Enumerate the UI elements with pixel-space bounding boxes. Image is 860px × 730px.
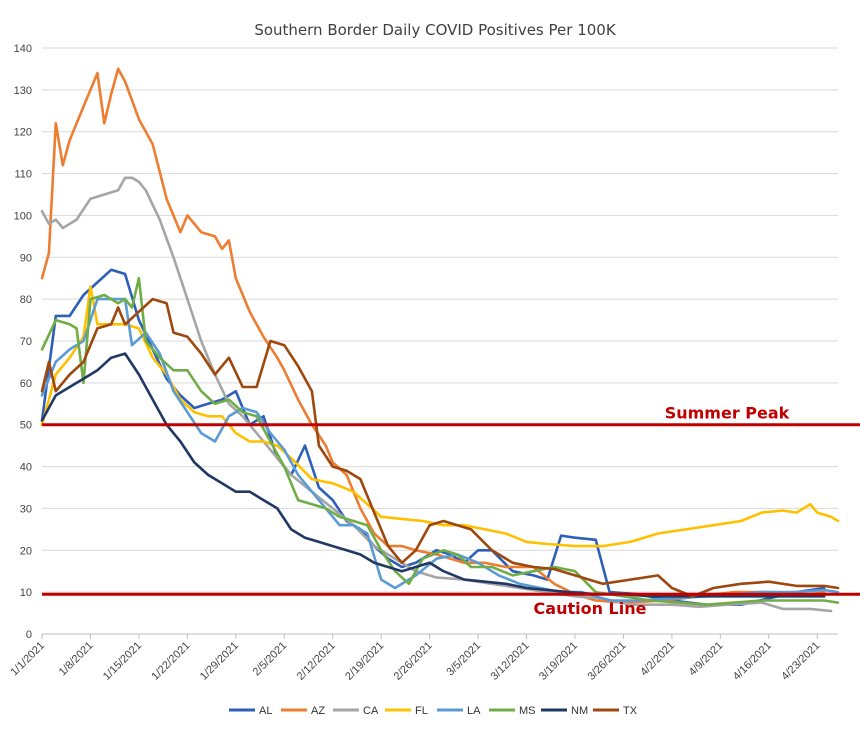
x-tick-label: 2/5/2021 (251, 640, 290, 679)
y-axis-ticks: 0 10 20 30 40 50 60 70 80 90 100 110 120 130 140 (14, 43, 32, 641)
y-tick-label: 70 (20, 336, 32, 348)
legend: AL AZ CA FL LA MS NM TX (229, 705, 638, 717)
x-tick-label: 3/5/2021 (444, 640, 483, 679)
y-tick-label: 130 (14, 85, 32, 97)
x-tick-label: 4/2/2021 (638, 640, 677, 679)
y-tick-label: 80 (20, 294, 32, 306)
y-tick-label: 50 (20, 420, 32, 432)
legend-label: FL (415, 705, 428, 717)
reference-lines: Summer Peak Caution Line (42, 404, 860, 618)
x-tick-label: 3/19/2021 (537, 640, 580, 683)
series-line-tx (40, 297, 840, 598)
y-tick-label: 140 (14, 43, 32, 55)
legend-label: TX (623, 705, 638, 717)
x-tick-label: 1/22/2021 (149, 640, 192, 683)
series-line-ca (40, 176, 833, 613)
y-tick-label: 20 (20, 545, 32, 557)
y-tick-label: 100 (14, 210, 32, 222)
data-series (40, 67, 840, 613)
legend-label: CA (363, 705, 379, 717)
legend-label: MS (519, 705, 536, 717)
x-tick-label: 4/16/2021 (731, 640, 774, 683)
reference-line-label: Caution Line (534, 599, 647, 618)
gridlines (42, 47, 838, 635)
y-tick-label: 40 (20, 462, 32, 474)
x-tick-label: 1/15/2021 (101, 640, 144, 683)
y-tick-label: 60 (20, 378, 32, 390)
y-tick-label: 10 (20, 587, 32, 599)
y-tick-label: 90 (20, 252, 32, 264)
x-tick-label: 3/12/2021 (489, 640, 532, 683)
legend-label: AL (259, 705, 272, 717)
series-line-la (40, 297, 840, 602)
y-tick-label: 0 (26, 629, 32, 641)
x-tick-label: 1/29/2021 (198, 640, 241, 683)
x-tick-label: 1/8/2021 (57, 640, 96, 679)
x-tick-label: 3/26/2021 (585, 640, 628, 683)
chart-title: Southern Border Daily COVID Positives Pe… (254, 21, 617, 39)
x-tick-label: 2/19/2021 (343, 640, 386, 683)
y-tick-label: 110 (14, 169, 32, 181)
series-line-fl (40, 285, 840, 548)
y-tick-label: 30 (20, 503, 32, 515)
y-tick-label: 120 (14, 127, 32, 139)
x-axis-ticks: 1/1/2021 1/8/2021 1/15/2021 1/22/2021 1/29/2… (8, 634, 822, 683)
x-tick-label: 4/23/2021 (779, 640, 822, 683)
x-tick-label: 1/1/2021 (8, 640, 47, 679)
legend-label: LA (467, 705, 481, 717)
x-tick-label: 2/26/2021 (392, 640, 435, 683)
legend-label: AZ (311, 705, 325, 717)
x-tick-label: 2/12/2021 (295, 640, 338, 683)
reference-line-label: Summer Peak (665, 404, 790, 423)
legend-label: NM (571, 705, 588, 717)
x-tick-label: 4/9/2021 (687, 640, 726, 679)
